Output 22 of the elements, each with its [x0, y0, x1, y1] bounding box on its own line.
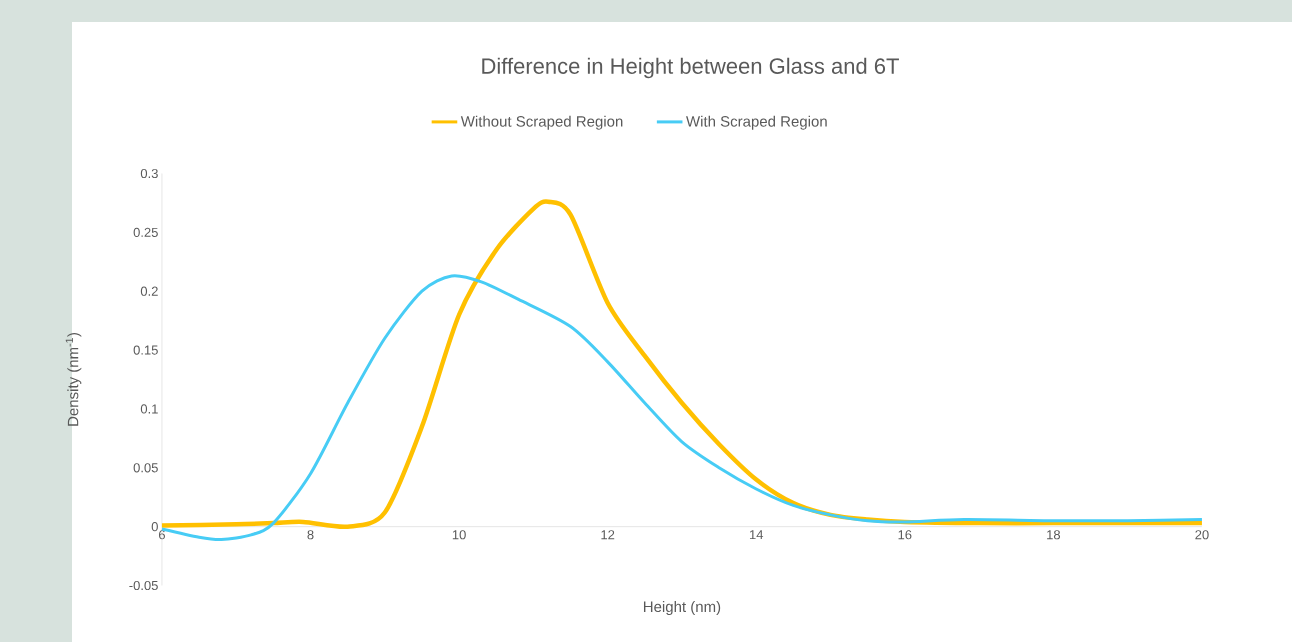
- y-tick-label: 0.15: [133, 345, 158, 355]
- x-tick-label: 8: [307, 530, 314, 540]
- x-tick-label: 6: [158, 530, 165, 540]
- y-tick-label: 0: [151, 522, 158, 532]
- x-tick-label: 18: [1047, 530, 1061, 540]
- x-tick-label: 14: [749, 530, 764, 540]
- x-tick-label: 20: [1195, 530, 1209, 540]
- x-tick-label: 10: [452, 530, 466, 540]
- y-tick-label: 0.3: [140, 168, 158, 179]
- y-tick-label: -0.05: [129, 580, 158, 591]
- y-axis-title: Density (nm$^{-1}$): [65, 333, 82, 426]
- x-axis-title: Height (nm): [643, 601, 721, 615]
- y-tick-label: 0.1: [140, 404, 158, 414]
- y-tick-label: 0.05: [133, 463, 158, 473]
- x-tick-label: 12: [601, 530, 615, 540]
- y-tick-label: 0.25: [133, 227, 158, 237]
- line-series: [159, 199, 1205, 529]
- x-tick-label: 16: [898, 530, 912, 540]
- y-tick-label: 0.2: [140, 286, 158, 296]
- chart-title: Difference in Height between Glass and 6T: [482, 57, 899, 79]
- legend-label: Without Scraped Region: [460, 115, 623, 130]
- legend-label: With Scraped Region: [686, 115, 827, 130]
